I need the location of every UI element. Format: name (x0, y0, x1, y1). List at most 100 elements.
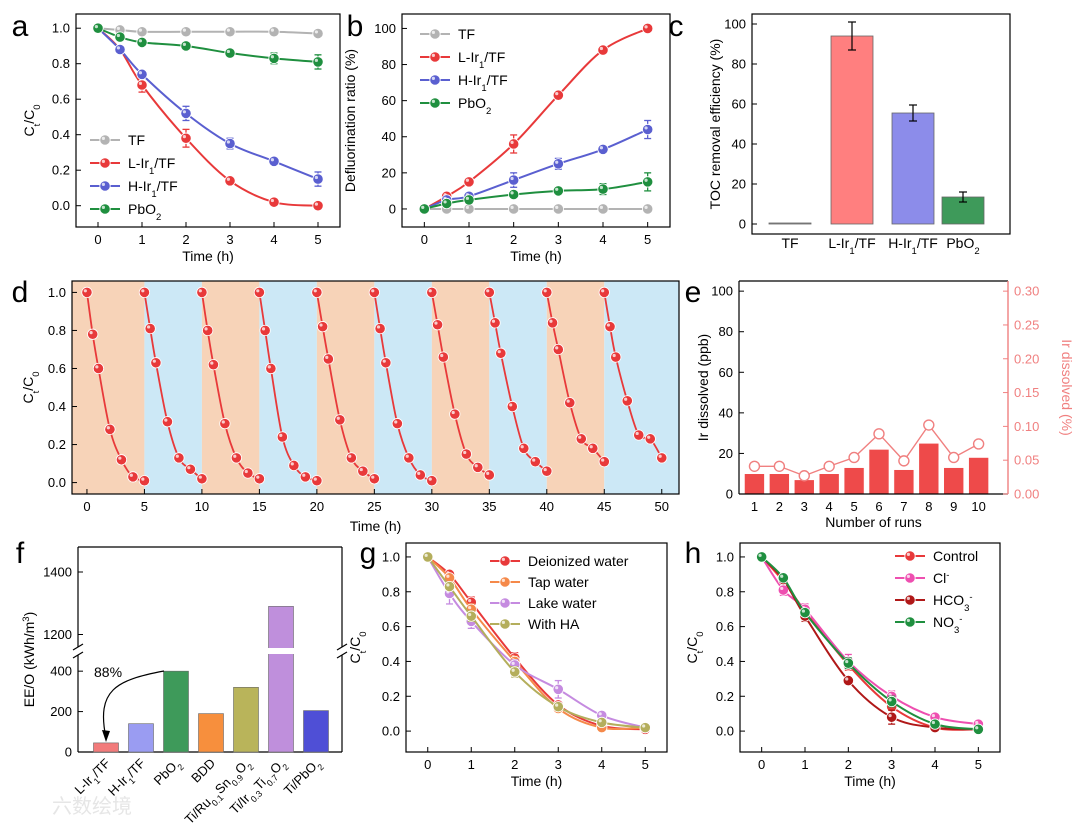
panel-c-bar (830, 35, 874, 225)
panel-g-xtick-label: 4 (598, 757, 605, 772)
panel-d-point (144, 322, 156, 335)
panel-b-legend-marker (429, 51, 441, 63)
panel-b-point (597, 203, 609, 215)
panel-h-legend-label: Cl- (933, 570, 949, 587)
panel-b-point (463, 194, 475, 206)
panel-h-letter: h (685, 537, 702, 570)
panel-d-xtick-label: 50 (655, 499, 669, 514)
panel-d-point-highlight (152, 359, 156, 363)
panel-g-ytick-label: 0.8 (382, 584, 400, 599)
panel-a-xtick-label: 0 (94, 232, 101, 247)
panel-g-point-highlight (424, 553, 428, 557)
panel-e-bar (968, 457, 989, 495)
panel-d-xlabel: Time (h) (350, 518, 402, 534)
panel-d-point (380, 357, 392, 369)
panel-e-xtick-label: 5 (850, 499, 857, 514)
panel-h-ytick-label: 0.2 (716, 689, 734, 704)
panel-b-xtick-label: 3 (555, 232, 562, 247)
panel-d-point (633, 429, 645, 441)
panel-h-point-highlight (888, 698, 892, 702)
panel-a-point-highlight (226, 28, 230, 32)
panel-a-point (224, 137, 236, 150)
panel-d-point (552, 343, 564, 356)
panel-e-xtick-label: 9 (950, 499, 957, 514)
panel-d-point-highlight (210, 361, 214, 365)
panel-d-point-highlight (95, 365, 99, 369)
panel-a-ytick-label: 1.0 (52, 21, 70, 36)
panel-a-point-highlight (94, 25, 98, 29)
panel-f-ytick-label: 200 (50, 704, 72, 719)
panel-d-ytick-label: 0.6 (48, 361, 66, 376)
panel-d-cycle-background (259, 281, 317, 494)
panel-d-point-highlight (302, 473, 306, 477)
panel-d-point (345, 452, 357, 464)
panel-g-point-highlight (446, 574, 450, 578)
panel-d-point (265, 362, 277, 375)
panel-g-point (552, 683, 564, 695)
panel-d-point (541, 465, 553, 477)
panel-a-point-highlight (116, 26, 120, 30)
panel-d-point-highlight (261, 327, 266, 331)
panel-h-point-highlight (758, 553, 762, 557)
panel-e-ytick2-label: 0.10 (1014, 419, 1039, 434)
panel-a-point (268, 155, 280, 167)
panel-g-point-highlight (511, 668, 515, 672)
panel-c-category-label: L-Ir1/TF (828, 235, 875, 257)
panel-g-legend-marker-highlight (501, 599, 505, 604)
panel-d-point-highlight (129, 473, 133, 477)
panel-e-bar (918, 442, 940, 495)
panel-a-point-highlight (270, 198, 274, 203)
panel-b-legend-label: L-Ir1/TF (458, 49, 505, 71)
panel-a-point-highlight (138, 39, 142, 43)
panel-d-xtick-label: 45 (597, 499, 611, 514)
panel-h-point (777, 572, 789, 584)
panel-b-point (463, 176, 475, 188)
panel-e-percent-point (748, 460, 761, 472)
panel-d-xtick-label: 0 (83, 499, 90, 514)
panel-d-point (334, 414, 346, 426)
panel-a-point-highlight (116, 46, 120, 50)
panel-d-point-highlight (118, 456, 122, 460)
panel-d-point-highlight (371, 475, 375, 479)
panel-d-cycle-background (201, 281, 260, 494)
panel-d-point (196, 473, 208, 485)
panel-d-ytick-label: 0.0 (48, 475, 66, 490)
panel-d-point-highlight (164, 418, 168, 422)
panel-b-point (642, 22, 654, 35)
panel-f-annotation-arrow (102, 670, 165, 739)
panel-d-point-highlight (463, 450, 467, 455)
panel-d-point (368, 473, 380, 485)
panel-f-axis-break (72, 651, 84, 659)
panel-d-point (138, 286, 151, 299)
panel-d-point (529, 456, 541, 468)
panel-e-ytick-label: 0 (726, 487, 733, 502)
panel-e-xtick-label: 3 (801, 499, 808, 514)
panel-e-bar (769, 473, 790, 495)
panel-h-legend-marker (904, 550, 916, 562)
panel-b-point-highlight (510, 191, 514, 195)
panel-c-ytick-label: 80 (732, 57, 746, 72)
panel-d-point-highlight (606, 323, 611, 327)
panel-e-percent-point (923, 419, 935, 431)
panel-e-ytick-label: 60 (719, 365, 733, 380)
panel-d-point-highlight (474, 464, 478, 468)
panel-g-point-highlight (555, 686, 559, 690)
panel-h-point-highlight (975, 720, 979, 725)
panel-e-xtick-label: 8 (925, 499, 932, 514)
panel-f-bar (233, 687, 259, 753)
panel-b-point-highlight (599, 46, 604, 51)
panel-d-point (81, 286, 93, 299)
panel-e-percent-line (754, 423, 979, 477)
panel-d-point (161, 416, 174, 428)
panel-d-point-highlight (532, 458, 536, 462)
panel-g-xtick-label: 1 (468, 757, 475, 772)
panel-h-legend-marker (904, 616, 916, 628)
panel-a-series-line (97, 27, 319, 63)
panel-b-point (508, 188, 520, 201)
panel-d-point (391, 418, 403, 430)
panel-c-category-label: PbO2 (946, 235, 979, 257)
panel-c-bar (768, 222, 812, 225)
panel-g-ytick-label: 0.6 (382, 619, 400, 634)
panel-h-point-highlight (801, 609, 806, 613)
panel-f-ytick-label: 1200 (43, 627, 72, 642)
